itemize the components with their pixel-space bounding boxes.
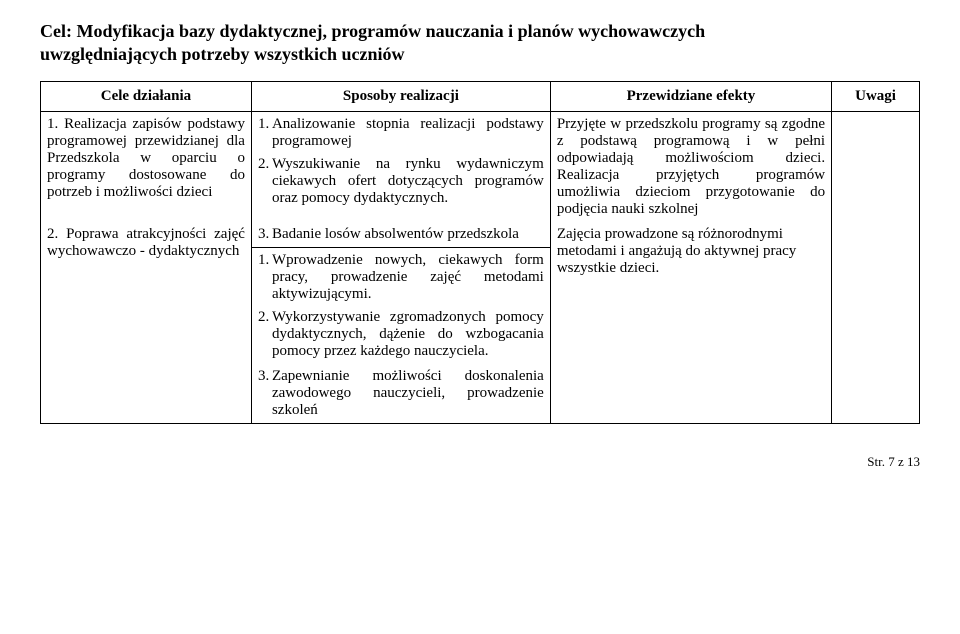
table-row: 2. Poprawa atrakcyjności zajęć wychowawc… xyxy=(41,222,920,248)
cele-1-text: 1. Realizacja zapisów podstawy programow… xyxy=(47,116,245,200)
cell-sposoby-1a: 1. Analizowanie stopnia realizacji podst… xyxy=(251,111,550,222)
header-uwagi: Uwagi xyxy=(832,81,920,111)
txt: Wyszukiwanie na rynku wydawniczym ciekaw… xyxy=(272,156,544,207)
table-row: 3. Zapewnianie możliwości doskonalenia z… xyxy=(41,364,920,424)
num: 3. xyxy=(258,368,272,419)
page-heading: Cel: Modyfikacja bazy dydaktycznej, prog… xyxy=(40,20,920,67)
cell-sposoby-2a: 1. Wprowadzenie nowych, ciekawych form p… xyxy=(251,247,550,364)
cell-sposoby-2b: 3. Zapewnianie możliwości doskonalenia z… xyxy=(251,364,550,424)
num: 2. xyxy=(258,156,272,207)
heading-line1: Cel: Modyfikacja bazy dydaktycznej, prog… xyxy=(40,21,705,41)
cell-efekty-2b xyxy=(550,364,831,424)
cell-sposoby-1b: 3. Badanie losów absolwentów przedszkola xyxy=(251,222,550,248)
table-row: 1. Realizacja zapisów podstawy programow… xyxy=(41,111,920,222)
efekty-2-text: Zajęcia prowadzone są różnorodnymi metod… xyxy=(557,226,797,276)
table-header-row: Cele działania Sposoby realizacji Przewi… xyxy=(41,81,920,111)
cell-efekty-1: Przyjęte w przedszkolu programy są zgodn… xyxy=(550,111,831,222)
num: 3. xyxy=(258,226,272,243)
cell-cele-2: 2. Poprawa atrakcyjności zajęć wychowawc… xyxy=(41,222,252,364)
txt: Zapewnianie możliwości doskonalenia zawo… xyxy=(272,368,544,419)
efekty-1-text: Przyjęte w przedszkolu programy są zgodn… xyxy=(557,116,825,217)
header-sposoby: Sposoby realizacji xyxy=(251,81,550,111)
cele-2-text: 2. Poprawa atrakcyjności zajęć wychowawc… xyxy=(47,226,245,259)
txt: Wykorzystywanie zgromadzonych pomocy dyd… xyxy=(272,309,544,360)
header-efekty: Przewidziane efekty xyxy=(550,81,831,111)
cell-cele-1: 1. Realizacja zapisów podstawy programow… xyxy=(41,111,252,222)
heading-line2: uwzględniających potrzeby wszystkich ucz… xyxy=(40,44,404,64)
num: 1. xyxy=(258,116,272,150)
txt: Wprowadzenie nowych, ciekawych form prac… xyxy=(272,252,544,303)
page-footer: Str. 7 z 13 xyxy=(40,454,920,470)
txt: Analizowanie stopnia realizacji podstawy… xyxy=(272,116,544,150)
cell-uwagi xyxy=(832,111,920,423)
txt: Badanie losów absolwentów przedszkola xyxy=(272,226,544,243)
header-cele: Cele działania xyxy=(41,81,252,111)
num: 2. xyxy=(258,309,272,360)
num: 1. xyxy=(258,252,272,303)
cell-cele-2b xyxy=(41,364,252,424)
main-table: Cele działania Sposoby realizacji Przewi… xyxy=(40,81,920,424)
cell-efekty-2: Zajęcia prowadzone są różnorodnymi metod… xyxy=(550,222,831,364)
